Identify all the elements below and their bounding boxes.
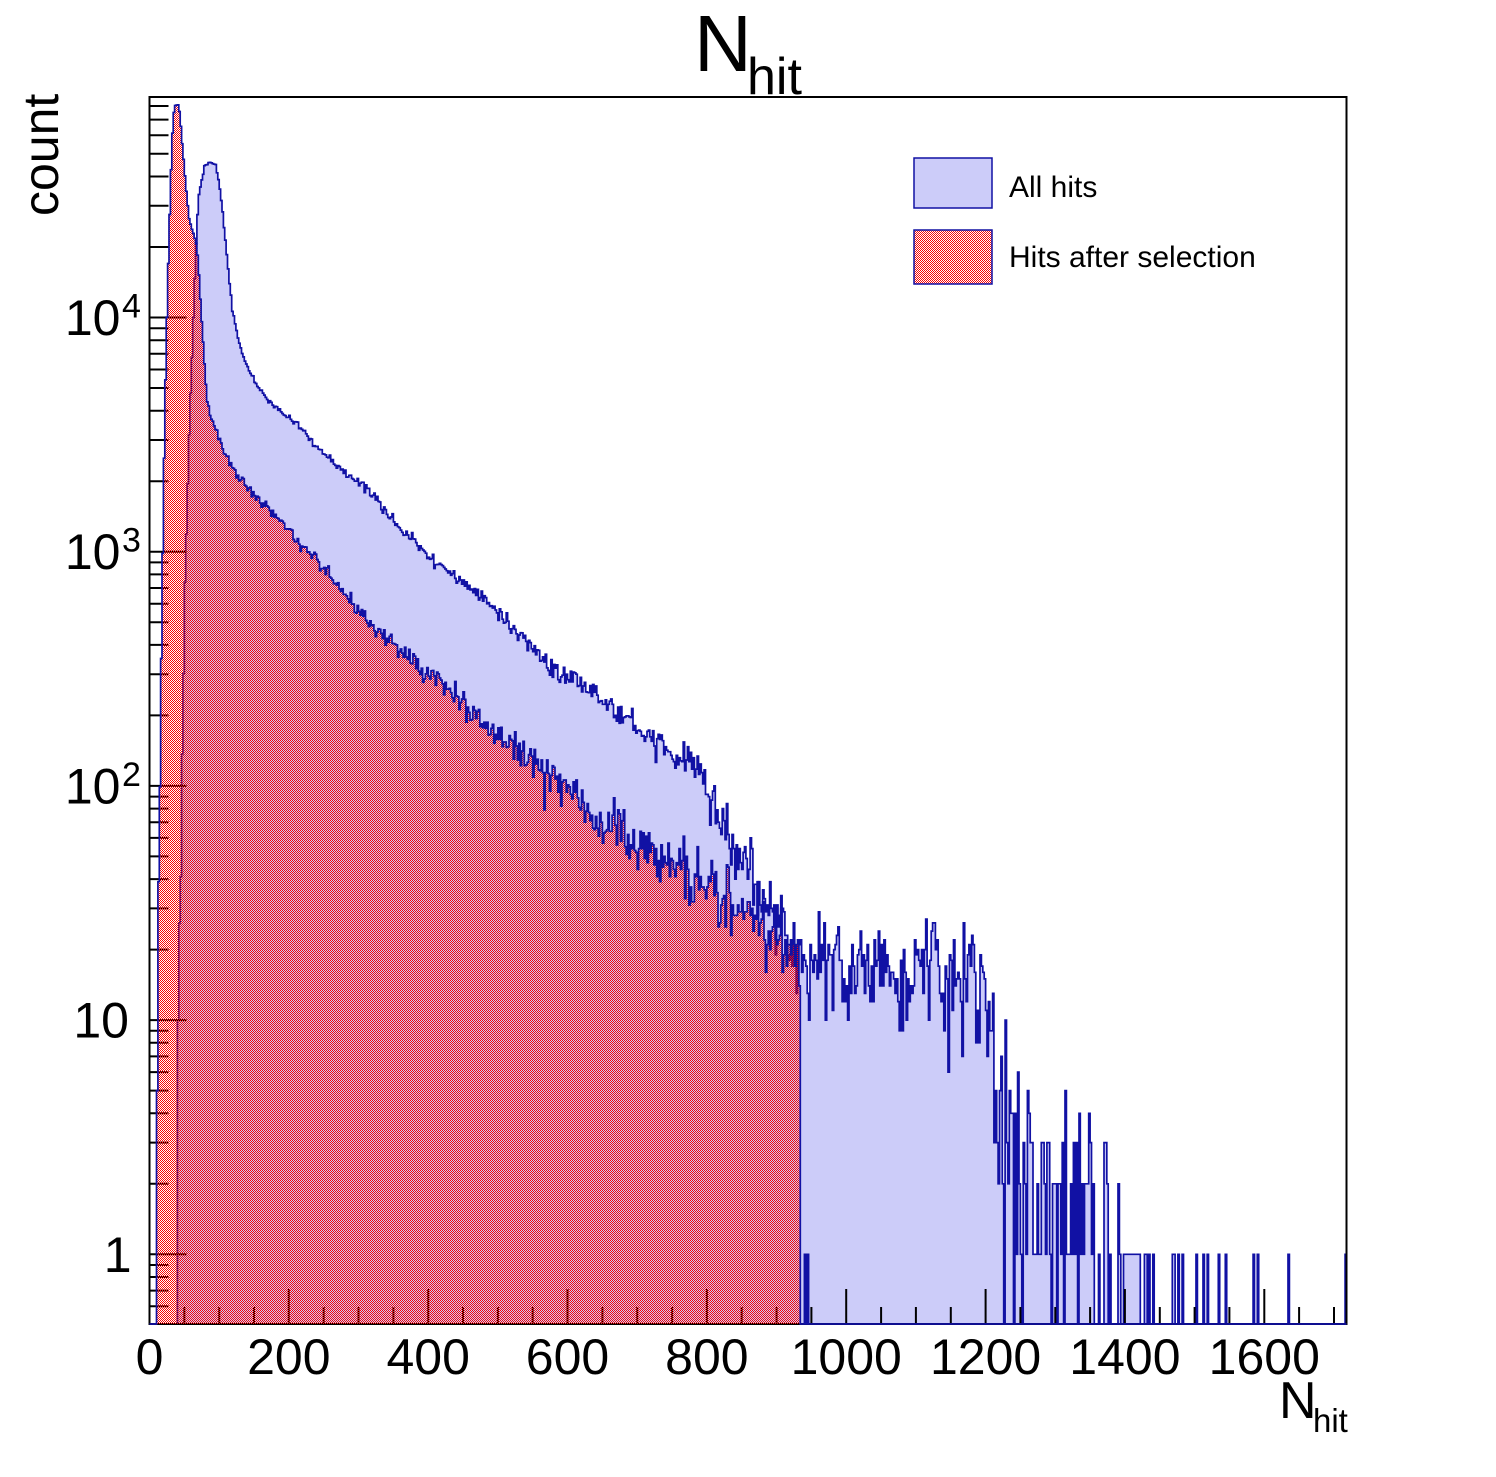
svg-text:10: 10 <box>65 758 121 814</box>
svg-text:1600: 1600 <box>1209 1329 1320 1385</box>
svg-text:3: 3 <box>122 522 141 560</box>
svg-text:All hits: All hits <box>1009 171 1097 204</box>
svg-text:2: 2 <box>122 756 141 794</box>
svg-text:N: N <box>694 0 752 88</box>
svg-text:10: 10 <box>73 993 129 1049</box>
svg-text:400: 400 <box>386 1329 469 1385</box>
svg-text:1400: 1400 <box>1069 1329 1180 1385</box>
svg-text:800: 800 <box>665 1329 748 1385</box>
svg-text:hit: hit <box>747 48 802 106</box>
svg-text:hit: hit <box>1313 1402 1348 1439</box>
svg-text:count: count <box>13 94 69 216</box>
svg-text:4: 4 <box>122 288 141 326</box>
svg-text:N: N <box>1279 1372 1317 1430</box>
svg-text:200: 200 <box>247 1329 330 1385</box>
svg-text:10: 10 <box>65 524 121 580</box>
svg-text:1: 1 <box>104 1227 132 1283</box>
svg-text:0: 0 <box>136 1329 164 1385</box>
svg-text:Hits after selection: Hits after selection <box>1009 241 1256 274</box>
svg-text:10: 10 <box>65 290 121 346</box>
svg-text:1000: 1000 <box>791 1329 902 1385</box>
svg-text:600: 600 <box>526 1329 609 1385</box>
svg-text:1200: 1200 <box>930 1329 1041 1385</box>
